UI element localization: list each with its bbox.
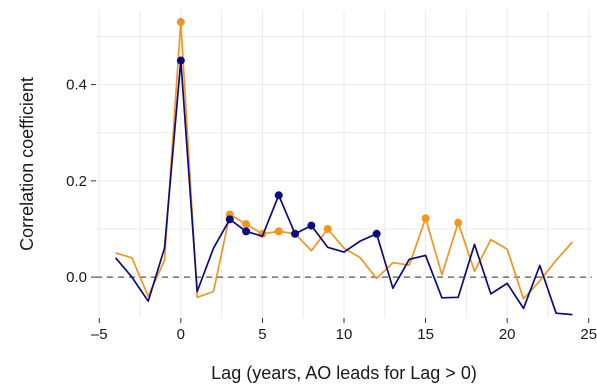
series-2-line	[114, 59, 573, 316]
series-1-point	[454, 218, 463, 227]
x-tick-label: 25	[580, 326, 597, 343]
x-axis: –5 0 5 10 15 20 25	[91, 318, 597, 343]
series-2-point	[176, 56, 185, 65]
x-tick-label: 15	[417, 326, 434, 343]
series-2-point	[274, 191, 283, 200]
series-1-point	[242, 220, 251, 229]
series-1-point	[323, 224, 332, 233]
series-layer	[114, 18, 574, 316]
x-tick-label: 20	[499, 326, 516, 343]
series-2-point	[242, 227, 251, 236]
x-tick-label: 0	[177, 326, 185, 343]
x-tick-label: 10	[336, 326, 353, 343]
x-axis-title: Lag (years, AO leads for Lag > 0)	[211, 363, 477, 383]
series-2-point	[225, 215, 234, 224]
y-tick-label: 0.0	[66, 269, 87, 286]
series-1-point	[421, 214, 430, 223]
y-tick-label: 0.2	[66, 173, 87, 190]
series-1-point	[176, 18, 185, 27]
x-tick-label: 5	[258, 326, 266, 343]
series-2-point	[291, 229, 300, 238]
y-axis-title: Correlation coefficient	[17, 77, 37, 251]
y-axis: 0.0 0.2 0.4	[66, 77, 96, 286]
x-tick-label: –5	[91, 326, 108, 343]
y-tick-label: 0.4	[66, 77, 87, 94]
series-2-point	[372, 229, 381, 238]
series-2	[114, 56, 573, 316]
series-1-point	[274, 227, 283, 236]
series-2-point	[307, 221, 316, 230]
